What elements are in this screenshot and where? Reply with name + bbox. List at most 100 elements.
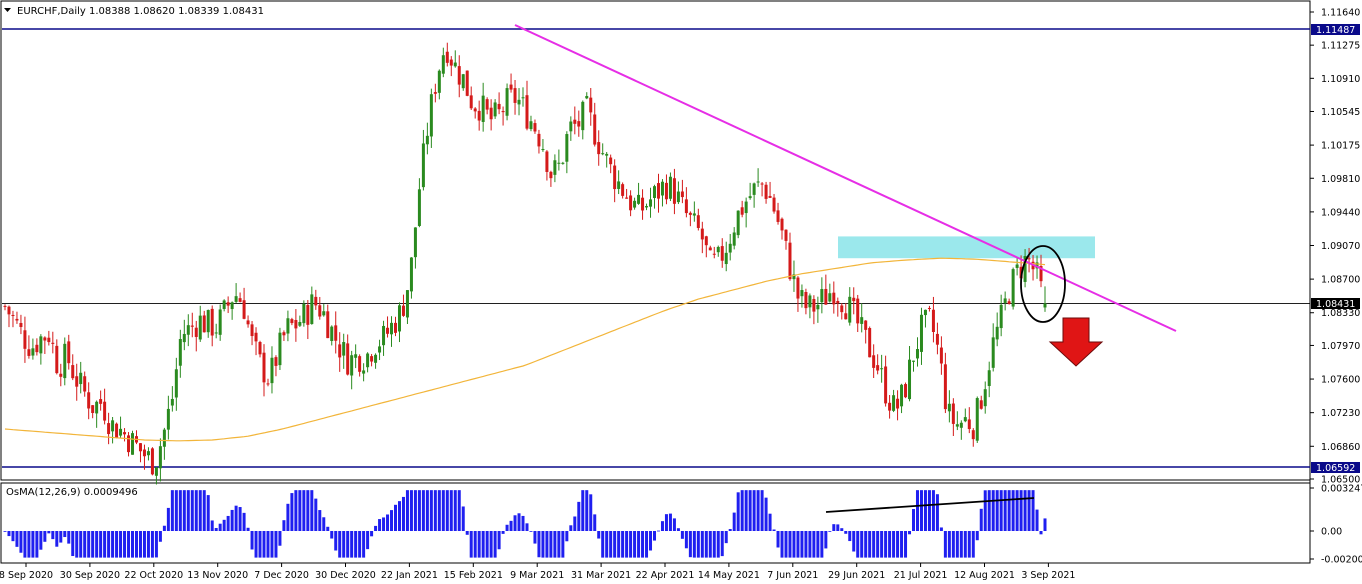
osma-bar: [513, 515, 517, 531]
candle: [688, 211, 692, 227]
osma-bar: [378, 519, 382, 531]
osma-bar: [872, 531, 876, 558]
candle: [876, 354, 880, 375]
candle: [266, 378, 270, 387]
osma-bar: [3, 531, 7, 532]
candle: [401, 294, 405, 317]
candle: [254, 327, 258, 356]
candle: [170, 386, 174, 412]
osma-bar: [680, 531, 684, 539]
dropdown-triangle-icon[interactable]: [4, 8, 11, 12]
candle: [549, 170, 553, 187]
candle: [429, 88, 433, 148]
candle: [824, 274, 828, 305]
osma-bar: [724, 531, 728, 544]
y-tick-label: 1.08700: [1321, 275, 1360, 286]
osma-bar: [585, 490, 589, 531]
candle: [880, 354, 884, 383]
osma-bar: [266, 531, 270, 558]
candle: [577, 110, 581, 137]
candle: [1039, 254, 1043, 288]
osma-bar: [625, 531, 629, 558]
candle: [457, 55, 461, 98]
y-tick-label: 1.10545: [1321, 107, 1360, 118]
candle: [302, 300, 306, 327]
candle: [489, 99, 493, 131]
osma-bar: [561, 531, 565, 558]
osma-bar: [393, 504, 397, 531]
osma-bar: [824, 531, 828, 549]
osma-bar: [234, 505, 238, 531]
candle: [585, 92, 589, 100]
osma-bar: [47, 531, 51, 534]
candle: [796, 276, 800, 312]
candle: [131, 430, 135, 455]
osma-bar: [358, 531, 362, 558]
candle: [780, 217, 784, 240]
candle: [772, 193, 776, 214]
osma-bar: [768, 513, 772, 531]
osma-bar: [146, 531, 150, 558]
osma-bar: [433, 490, 437, 531]
highlight-ellipse: [1020, 245, 1066, 323]
candle: [226, 296, 230, 314]
candle: [927, 305, 931, 312]
candle: [545, 150, 549, 181]
osma-bar: [549, 531, 553, 558]
ma-200-line: [4, 257, 1046, 442]
osma-bar: [888, 531, 892, 558]
candle: [198, 305, 202, 342]
osma-bar: [170, 490, 174, 531]
candle: [521, 87, 525, 107]
candle: [908, 345, 912, 402]
candle: [358, 354, 362, 377]
y-tick-label: 1.07230: [1321, 408, 1360, 419]
candle: [210, 305, 214, 347]
candle: [800, 284, 804, 308]
candle: [258, 340, 262, 358]
osma-bar: [700, 531, 704, 558]
candle: [11, 310, 15, 328]
candle: [900, 383, 904, 414]
osma-bar: [656, 530, 660, 532]
osma-bar: [959, 531, 963, 558]
x-tick-label: 30 Sep 2020: [60, 570, 120, 581]
candle: [641, 189, 645, 220]
candle: [963, 408, 967, 423]
candle: [1031, 254, 1035, 281]
candle: [637, 182, 641, 205]
candle: [230, 301, 234, 320]
osma-bar: [653, 531, 657, 541]
y-tick-label: 1.07970: [1321, 341, 1360, 352]
candle: [931, 296, 935, 343]
osma-bar: [649, 531, 653, 551]
candle: [477, 100, 481, 131]
candle: [864, 320, 868, 344]
osma-bar: [772, 529, 776, 531]
osma-bar: [900, 531, 904, 558]
osma-bar: [306, 490, 310, 531]
candle: [103, 388, 107, 425]
osma-bar: [338, 531, 342, 558]
osma-bar: [784, 531, 788, 558]
osma-bar: [688, 531, 692, 558]
osma-bar: [218, 523, 222, 531]
osma-tick-label: 0.00: [1321, 527, 1342, 538]
osma-bar: [401, 496, 405, 531]
osma-bar: [605, 531, 609, 558]
osma-bar: [927, 490, 931, 531]
candle: [848, 287, 852, 326]
candle: [501, 106, 505, 126]
candle: [111, 416, 115, 444]
candle: [680, 179, 684, 204]
candle: [154, 466, 158, 485]
candle: [656, 173, 660, 213]
osma-bar: [290, 493, 294, 531]
osma-tick-label: 0.0032474: [1321, 484, 1362, 495]
candle: [712, 246, 716, 259]
osma-bar: [935, 494, 939, 531]
osma-bar: [840, 528, 844, 531]
osma-bar: [222, 519, 226, 531]
candle: [374, 353, 378, 369]
osma-bar: [87, 531, 91, 558]
